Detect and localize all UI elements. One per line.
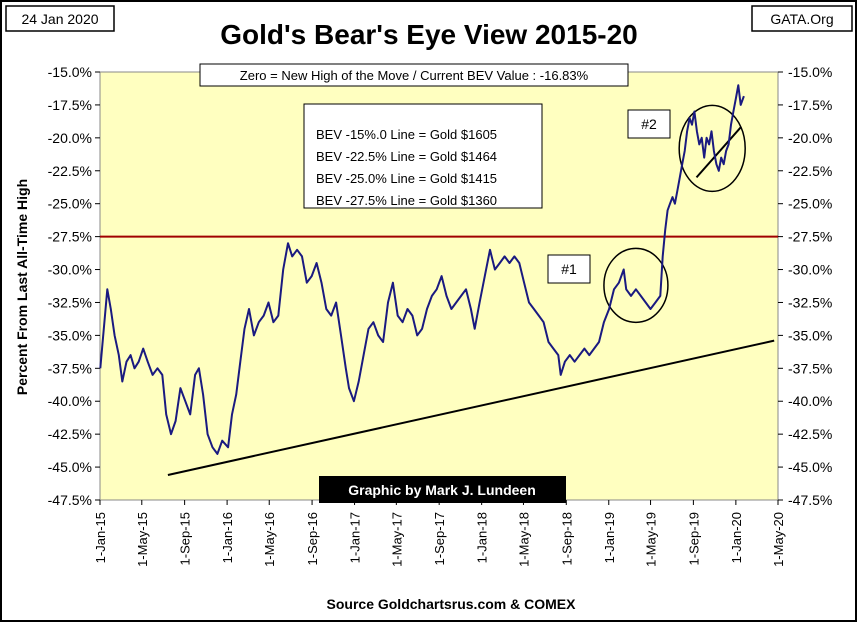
x-tick-label: 1-May-17 (389, 512, 404, 567)
y-tick-label-right: -27.5% (788, 229, 832, 245)
zero-note-box (199, 63, 629, 87)
y-tick-label-left: -25.0% (48, 196, 92, 212)
bev-line-22-5: BEV -22.5% Line = Gold $1464 (316, 149, 497, 164)
y-tick-label-left: -35.0% (48, 327, 92, 343)
x-tick-label: 1-Jan-16 (220, 512, 235, 563)
x-tick-label: 1-May-20 (771, 512, 786, 567)
y-tick-label-right: -30.0% (788, 262, 832, 278)
date-label: 24 Jan 2020 (21, 11, 98, 27)
y-tick-label-right: -25.0% (788, 196, 832, 212)
bev-line-15: BEV -15%.0 Line = Gold $1605 (316, 127, 497, 142)
x-tick-label: 1-Sep-17 (432, 512, 447, 565)
x-tick-label: 1-Sep-15 (178, 512, 193, 565)
y-tick-label-right: -17.5% (788, 97, 832, 113)
y-axis-title: Percent From Last All-Time High (14, 179, 30, 395)
label-one-box (547, 254, 591, 284)
y-tick-label-left: -30.0% (48, 262, 92, 278)
y-tick-label-left: -37.5% (48, 360, 92, 376)
credit-banner (319, 476, 566, 503)
date-box (5, 5, 115, 32)
y-tick-label-left: -40.0% (48, 393, 92, 409)
y-axis-right: -15.0% -17.5% -20.0% -22.5% -25.0% -27.5% -30.… (778, 64, 832, 508)
y-tick-label-left: -17.5% (48, 97, 92, 113)
y-tick-label-right: -35.0% (788, 327, 832, 343)
y-tick-label-left: -47.5% (48, 492, 92, 508)
credit-text: Graphic by Mark J. Lundeen (348, 482, 536, 498)
bev-line-25: BEV -25.0% Line = Gold $1415 (316, 171, 497, 186)
label-two: #2 (641, 116, 657, 132)
label-two-box (627, 109, 671, 139)
x-tick-label: 1-Sep-18 (559, 512, 574, 565)
x-tick-label: 1-Jan-15 (93, 512, 108, 563)
circle-one (603, 247, 669, 324)
x-tick-label: 1-May-16 (262, 512, 277, 567)
x-tick-label: 1-Jan-17 (348, 512, 363, 563)
x-tick-label: 1-Sep-16 (305, 512, 320, 565)
rising-trendline (695, 126, 742, 179)
x-axis: 1-Jan-15 1-May-15 1-Sep-15 1-Jan-16 1-May-16… (93, 500, 786, 567)
y-tick-label-right: -20.0% (788, 130, 832, 146)
y-tick-label-left: -27.5% (48, 229, 92, 245)
x-tick-label: 1-Jan-19 (602, 512, 617, 563)
y-tick-label-left: -20.0% (48, 130, 92, 146)
y-tick-label-right: -15.0% (788, 64, 832, 80)
bev-line-27-5: BEV -27.5% Line = Gold $1360 (316, 193, 497, 208)
circle-two (678, 104, 746, 193)
label-one: #1 (561, 261, 577, 277)
y-tick-label-right: -32.5% (788, 294, 832, 310)
y-tick-label-left: -32.5% (48, 294, 92, 310)
y-tick-label-left: -15.0% (48, 64, 92, 80)
y-tick-label-right: -37.5% (788, 360, 832, 376)
y-tick-label-right: -42.5% (788, 426, 832, 442)
y-axis-left: -15.0% -17.5% -20.0% -22.5% -25.0% -27.5% -30.… (48, 64, 100, 508)
y-tick-label-left: -22.5% (48, 163, 92, 179)
x-tick-label: 1-May-18 (516, 512, 531, 567)
x-tick-label: 1-Jan-18 (475, 512, 490, 563)
series-line-bev (99, 84, 745, 455)
x-tick-label: 1-Jan-20 (729, 512, 744, 563)
y-tick-label-left: -45.0% (48, 459, 92, 475)
gata-label: GATA.Org (770, 11, 833, 27)
source-text: Source Goldchartsrus.com & COMEX (327, 596, 577, 612)
gata-box (751, 5, 853, 32)
y-tick-label-right: -22.5% (788, 163, 832, 179)
chart-overlays (100, 104, 778, 476)
bev-lines-box (303, 103, 543, 209)
x-tick-label: 1-May-19 (644, 512, 659, 567)
y-tick-label-right: -40.0% (788, 393, 832, 409)
chart-title: Gold's Bear's Eye View 2015-20 (220, 19, 637, 50)
support-trendline (167, 339, 775, 476)
y-tick-label-left: -42.5% (48, 426, 92, 442)
x-tick-label: 1-May-15 (135, 512, 150, 567)
y-tick-label-right: -45.0% (788, 459, 832, 475)
zero-note: Zero = New High of the Move / Current BE… (240, 68, 589, 83)
y-tick-label-right: -47.5% (788, 492, 832, 508)
x-tick-label: 1-Sep-19 (686, 512, 701, 565)
